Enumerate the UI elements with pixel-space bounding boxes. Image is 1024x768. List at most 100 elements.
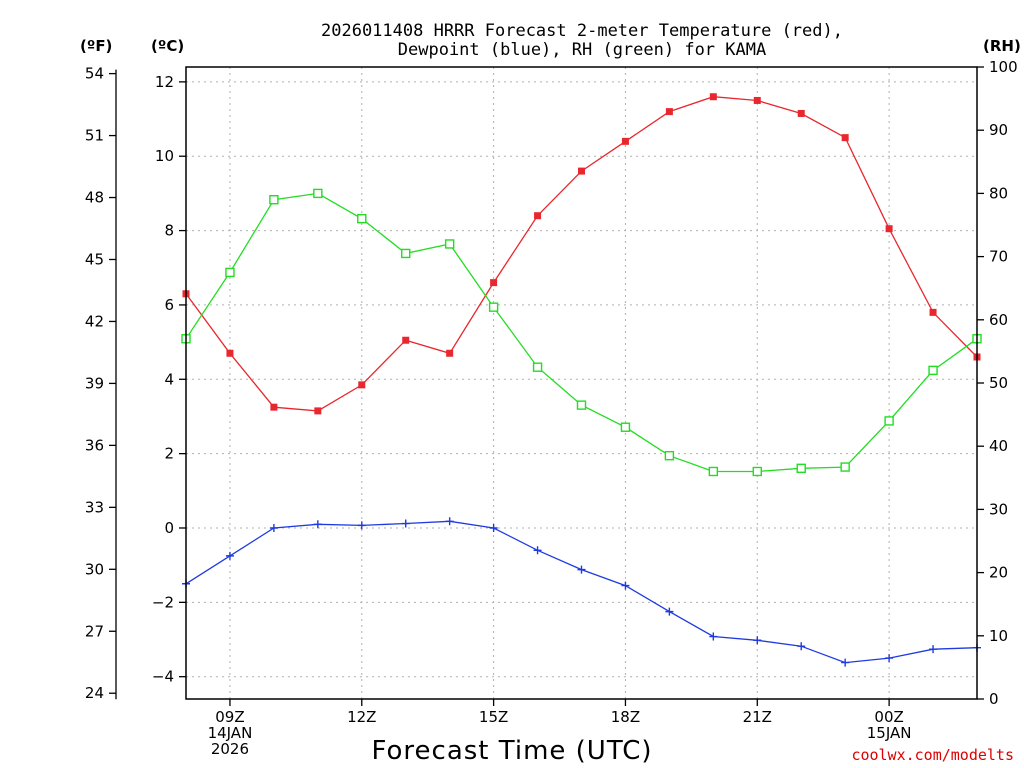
rh-point <box>444 239 455 249</box>
rh-line <box>185 192 978 473</box>
x-tick-label: 12Z <box>347 708 376 726</box>
rh-point <box>796 463 806 474</box>
celsius-tick-label: 4 <box>164 370 174 388</box>
x-axis-label: Forecast Time (UTC) <box>371 736 652 766</box>
rh-tick-label: 40 <box>989 437 1008 455</box>
rh-point <box>532 362 543 372</box>
rh-point <box>401 248 411 259</box>
dewpoint-point <box>753 636 762 645</box>
temperature-line <box>185 96 978 412</box>
rh-point <box>269 195 279 205</box>
rh-tick-label: 70 <box>989 248 1008 266</box>
temperature-point <box>885 225 893 233</box>
fahrenheit-unit-label: (ºF) <box>80 37 112 55</box>
dewpoint-point <box>357 521 366 530</box>
dewpoint-point <box>533 546 542 555</box>
celsius-tick-label: 10 <box>155 147 174 165</box>
x-tick-label: 15Z <box>479 708 508 726</box>
rh-point <box>488 302 499 312</box>
title-block: 2026011408 HRRR Forecast 2-meter Tempera… <box>321 21 843 60</box>
fahrenheit-tick-label: 48 <box>85 189 104 207</box>
rh-point <box>928 365 938 376</box>
dewpoint-point <box>225 551 234 560</box>
axes: 2427303336394245485154−4−202468101201020… <box>85 58 1018 758</box>
celsius-tick-label: −2 <box>152 593 174 611</box>
celsius-tick-label: 12 <box>155 73 174 91</box>
celsius-tick-label: 2 <box>164 445 174 463</box>
dewpoint-point <box>269 523 278 532</box>
temperature-point <box>929 308 937 316</box>
fahrenheit-tick-label: 27 <box>85 622 104 640</box>
temperature-point <box>665 108 673 116</box>
dewpoint-point <box>401 519 410 528</box>
rh-tick-label: 80 <box>989 184 1008 202</box>
temperature-point <box>621 137 629 145</box>
rh-point <box>620 422 631 432</box>
chart-subtitle: Dewpoint (blue), RH (green) for KAMA <box>398 40 766 60</box>
dewpoint-point <box>313 520 322 529</box>
data-series <box>181 93 982 667</box>
x-tick-label: 00Z <box>874 708 903 726</box>
celsius-unit-label: (ºC) <box>151 37 184 55</box>
plot-frame <box>185 66 978 700</box>
temperature-point <box>446 349 454 357</box>
temperature-point <box>270 403 278 411</box>
dewpoint-point <box>665 607 674 616</box>
x-tick-label: 14JAN <box>208 724 253 742</box>
rh-tick-label: 10 <box>989 627 1008 645</box>
fahrenheit-tick-label: 36 <box>85 436 104 454</box>
temperature-point <box>797 109 805 117</box>
rh-tick-label: 20 <box>989 564 1008 582</box>
rh-tick-label: 100 <box>989 58 1018 76</box>
celsius-tick-label: 6 <box>164 296 174 314</box>
dewpoint-point <box>797 642 806 651</box>
temperature-point <box>534 212 542 220</box>
temperature-point <box>358 381 366 389</box>
fahrenheit-tick-label: 39 <box>85 374 104 392</box>
fahrenheit-tick-label: 30 <box>85 560 104 578</box>
temperature-point <box>490 279 498 287</box>
dewpoint-point <box>709 632 718 641</box>
rh-tick-label: 0 <box>989 690 999 708</box>
dewpoint-point <box>841 658 850 667</box>
gridlines <box>186 67 977 699</box>
chart-title: 2026011408 HRRR Forecast 2-meter Tempera… <box>321 21 843 41</box>
fahrenheit-tick-label: 54 <box>85 65 104 83</box>
celsius-tick-label: −4 <box>152 668 174 686</box>
celsius-tick-label: 0 <box>164 519 174 537</box>
dewpoint-point <box>489 523 498 532</box>
temperature-point <box>578 167 585 175</box>
x-tick-label: 09Z <box>215 708 244 726</box>
dewpoint-point <box>445 517 454 526</box>
rh-point <box>357 213 367 224</box>
credit-label: coolwx.com/modelts <box>851 746 1014 764</box>
x-tick-label: 21Z <box>743 708 772 726</box>
celsius-tick-label: 8 <box>164 222 174 240</box>
rh-point <box>313 188 323 199</box>
rh-tick-label: 60 <box>989 311 1008 329</box>
fahrenheit-tick-label: 42 <box>85 312 104 330</box>
dewpoint-line <box>185 520 978 664</box>
dewpoint-point <box>621 581 630 590</box>
fahrenheit-tick-label: 51 <box>85 127 104 145</box>
rh-point <box>708 466 719 477</box>
rh-tick-label: 90 <box>989 121 1008 139</box>
rh-point <box>884 416 894 426</box>
temperature-point <box>402 336 410 344</box>
rh-point <box>225 267 235 278</box>
temperature-point <box>709 93 717 101</box>
rh-point <box>664 450 675 461</box>
fahrenheit-tick-label: 45 <box>85 250 104 268</box>
rh-point <box>840 462 850 472</box>
temperature-point <box>226 349 234 357</box>
rh-point <box>752 466 762 477</box>
dewpoint-point <box>929 645 938 654</box>
dewpoint-point <box>577 565 586 574</box>
rh-point <box>576 400 587 410</box>
temperature-point <box>753 96 761 104</box>
rh-tick-label: 30 <box>989 500 1008 518</box>
fahrenheit-tick-label: 33 <box>85 498 104 516</box>
temperature-point <box>841 134 849 142</box>
x-tick-label: 15JAN <box>867 724 912 742</box>
